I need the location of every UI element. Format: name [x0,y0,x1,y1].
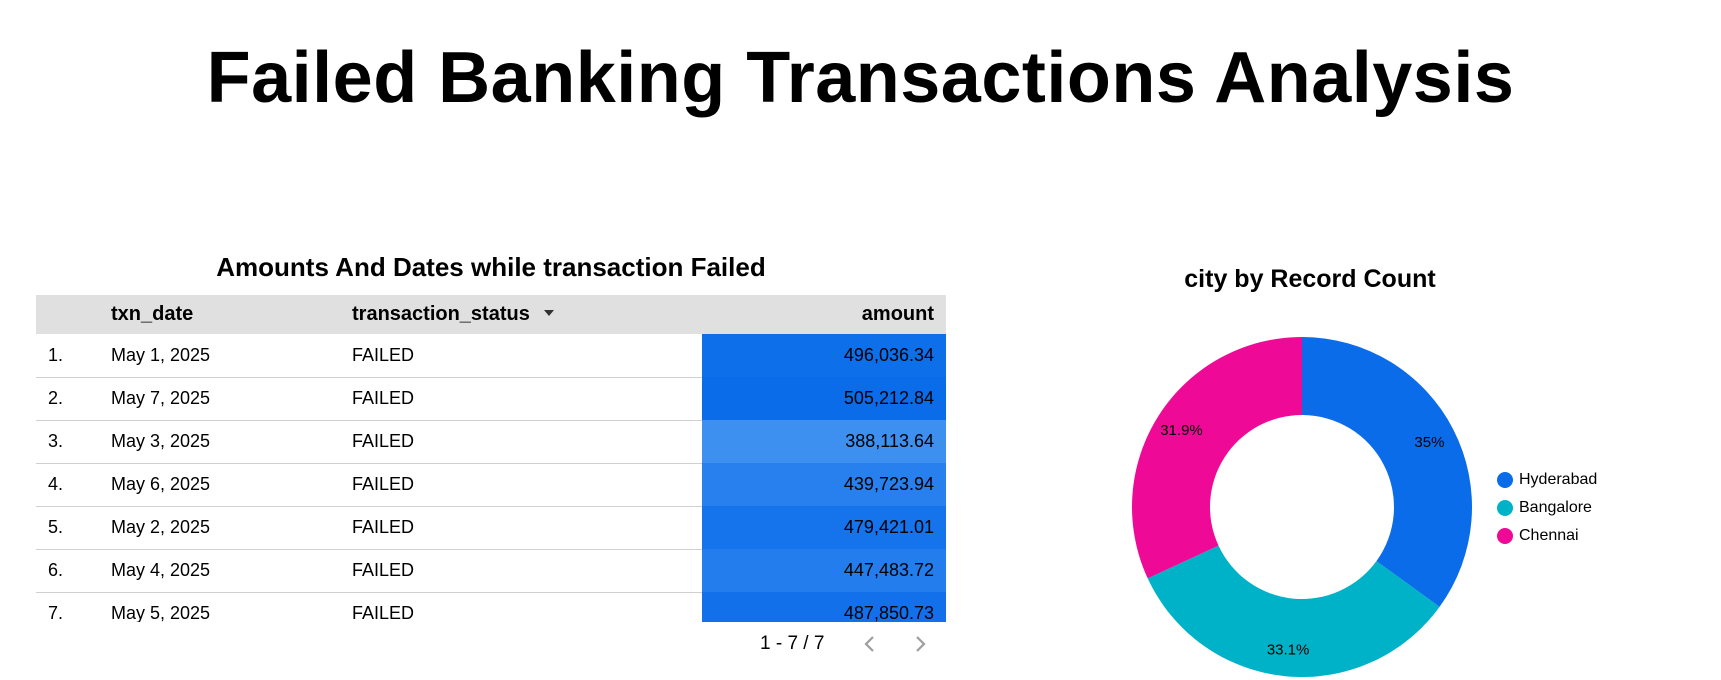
column-header-transaction-status[interactable]: transaction_status [352,295,554,334]
legend-label: Hyderabad [1519,471,1598,488]
cell-amount: 496,036.34 [702,334,946,377]
slice-label-chennai: 31.9% [1160,422,1203,439]
row-number: 2. [48,388,64,408]
cell-transaction-status: FAILED [352,603,415,622]
cell-amount: 388,113.64 [702,420,946,463]
cell-transaction-status: FAILED [352,345,415,365]
table-row[interactable]: 5. May 2, 2025 FAILED 479,421.01 [36,506,946,550]
cell-txn-date: May 5, 2025 [111,603,211,622]
page-title: Failed Banking Transactions Analysis [206,38,1515,118]
cell-transaction-status: FAILED [352,431,415,451]
legend-swatch [1497,528,1513,544]
cell-amount: 487,850.73 [702,592,946,622]
legend-item-hyderabad[interactable]: Hyderabad [1497,466,1697,494]
cell-txn-date: May 2, 2025 [111,517,211,537]
table-row[interactable]: 7. May 5, 2025 FAILED 487,850.73 [36,592,946,622]
chart-legend: Hyderabad Bangalore Chennai [1497,466,1697,550]
transactions-table: txn_date transaction_status amount 1. May… [36,295,946,622]
row-number: 4. [48,474,64,494]
table-row[interactable]: 1. May 1, 2025 FAILED 496,036.34 [36,334,946,378]
row-number: 1. [48,345,64,365]
chart-title: city by Record Count [1184,265,1436,293]
slice-label-hyderabad: 35% [1414,434,1444,451]
chevron-right-icon[interactable] [910,634,930,654]
row-number: 7. [48,603,64,622]
cell-transaction-status: FAILED [352,474,415,494]
cell-amount: 439,723.94 [702,463,946,506]
cell-amount: 447,483.72 [702,549,946,592]
cell-txn-date: May 6, 2025 [111,474,211,494]
cell-transaction-status: FAILED [352,388,415,408]
slice-bangalore[interactable] [1147,545,1440,678]
table-title: Amounts And Dates while transaction Fail… [216,252,766,282]
table-row[interactable]: 2. May 7, 2025 FAILED 505,212.84 [36,377,946,421]
cell-transaction-status: FAILED [352,517,415,537]
pagination-range: 1 - 7 / 7 [760,633,825,654]
cell-txn-date: May 1, 2025 [111,345,211,365]
legend-swatch [1497,472,1513,488]
table-header: txn_date transaction_status amount [36,295,946,334]
cell-txn-date: May 7, 2025 [111,388,211,408]
slice-label-bangalore: 33.1% [1267,641,1310,658]
legend-label: Chennai [1519,527,1579,544]
table-row[interactable]: 6. May 4, 2025 FAILED 447,483.72 [36,549,946,593]
legend-item-bangalore[interactable]: Bangalore [1497,494,1697,522]
column-header-txn-date[interactable]: txn_date [111,303,194,325]
cell-transaction-status: FAILED [352,560,415,580]
legend-item-chennai[interactable]: Chennai [1497,522,1697,550]
legend-label: Bangalore [1519,499,1592,516]
cell-amount: 505,212.84 [702,377,946,420]
cell-txn-date: May 4, 2025 [111,560,211,580]
row-number: 5. [48,517,64,537]
legend-swatch [1497,500,1513,516]
slice-chennai[interactable] [1132,337,1302,579]
cell-amount: 479,421.01 [702,506,946,549]
slice-hyderabad[interactable] [1302,337,1472,607]
cell-txn-date: May 3, 2025 [111,431,211,451]
column-header-transaction-status-label: transaction_status [352,303,530,325]
chevron-left-icon[interactable] [860,634,880,654]
row-number: 6. [48,560,64,580]
table-row[interactable]: 3. May 3, 2025 FAILED 388,113.64 [36,420,946,464]
column-header-amount[interactable]: amount [861,303,934,325]
row-number: 3. [48,431,64,451]
caret-down-icon[interactable] [543,309,554,316]
city-donut-chart: 35% 33.1% 31.9% [1132,337,1472,678]
table-row[interactable]: 4. May 6, 2025 FAILED 439,723.94 [36,463,946,507]
